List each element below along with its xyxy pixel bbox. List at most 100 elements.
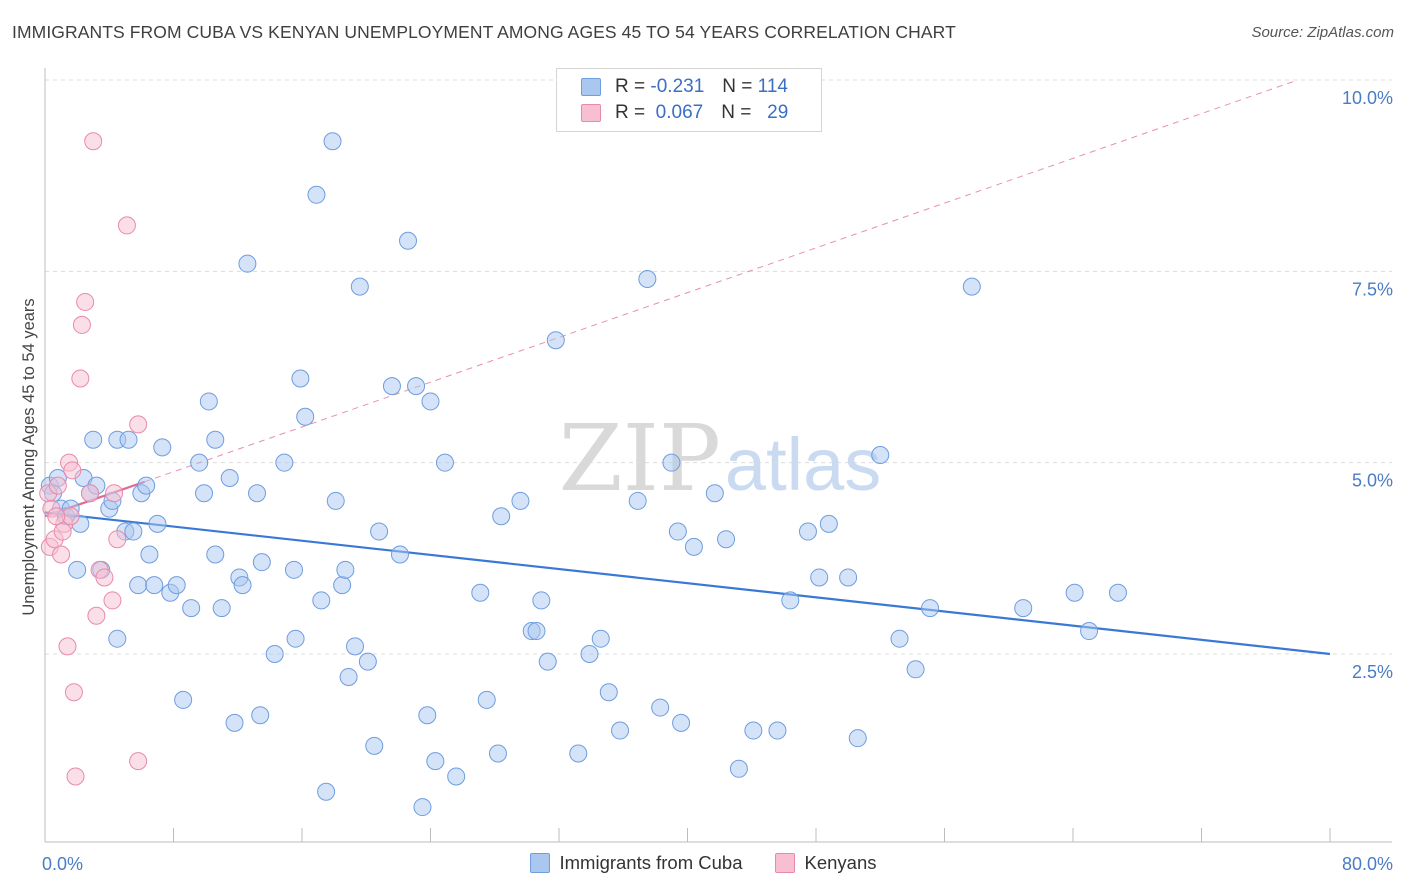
point-1-15 [76, 292, 95, 311]
point-0-50 [296, 407, 315, 426]
point-0-68 [413, 798, 432, 817]
series-swatch-cuba [529, 853, 550, 873]
point-1-21 [103, 591, 122, 610]
grid-lines [45, 79, 1392, 655]
point-0-66 [399, 231, 418, 250]
point-0-31 [190, 453, 209, 472]
point-0-114 [1080, 622, 1099, 641]
point-0-67 [407, 377, 426, 396]
point-0-59 [346, 637, 365, 656]
point-0-84 [569, 744, 588, 763]
point-0-110 [921, 599, 940, 618]
point-1-10 [63, 461, 82, 480]
point-0-60 [350, 277, 369, 296]
point-1-16 [80, 484, 99, 503]
y-tick-label-2: 7.5% [1352, 279, 1393, 299]
point-0-63 [370, 522, 389, 541]
point-0-40 [233, 576, 252, 595]
point-0-72 [435, 453, 454, 472]
point-0-111 [962, 277, 981, 296]
trend-line-dashed-1 [144, 79, 1299, 483]
point-0-82 [538, 652, 557, 671]
point-0-53 [317, 782, 336, 801]
point-0-24 [145, 576, 164, 595]
point-0-108 [890, 629, 909, 648]
legend-n-value-cuba: 114 [757, 76, 788, 97]
point-0-106 [848, 729, 867, 748]
point-0-35 [206, 430, 225, 449]
point-0-97 [717, 530, 736, 549]
point-0-15 [108, 629, 127, 648]
point-1-20 [95, 568, 114, 587]
point-0-20 [129, 576, 148, 595]
point-0-107 [871, 446, 890, 465]
point-1-23 [108, 530, 127, 549]
point-1-26 [129, 752, 148, 771]
point-0-22 [137, 476, 156, 495]
point-0-74 [471, 583, 490, 602]
point-0-95 [684, 537, 703, 556]
y-tick-label-0: 2.5% [1352, 662, 1393, 682]
point-0-38 [225, 713, 244, 732]
point-0-25 [148, 514, 167, 533]
point-0-100 [768, 721, 787, 740]
point-0-43 [251, 706, 270, 725]
tick-labels: 2.5% 5.0% 7.5% 10.0% 0.0% 80.0% [42, 88, 1393, 874]
point-0-45 [265, 645, 284, 663]
data-points [39, 132, 1127, 817]
point-0-55 [326, 491, 345, 510]
point-0-92 [662, 453, 681, 472]
point-0-101 [781, 591, 800, 610]
legend-swatch-kenyans [581, 104, 601, 122]
point-0-93 [668, 522, 687, 541]
point-0-90 [638, 269, 657, 288]
point-1-5 [52, 545, 71, 564]
axes [44, 68, 1392, 843]
point-0-94 [672, 713, 691, 732]
point-0-96 [705, 484, 724, 503]
point-0-46 [275, 453, 294, 472]
point-0-81 [532, 591, 551, 610]
point-1-27 [47, 507, 66, 526]
point-0-6 [68, 560, 87, 579]
series-label-kenyans: Kenyans [804, 852, 877, 873]
point-0-57 [336, 560, 355, 579]
y-tick-label-1: 5.0% [1352, 471, 1393, 491]
point-0-77 [492, 507, 511, 526]
point-0-29 [174, 690, 193, 709]
point-1-24 [117, 216, 136, 235]
point-0-73 [447, 767, 466, 786]
point-0-98 [729, 759, 748, 778]
legend-n-label: N = [722, 76, 753, 97]
point-0-36 [212, 599, 231, 618]
point-1-28 [53, 522, 72, 541]
point-1-7 [58, 637, 77, 656]
point-0-37 [220, 468, 239, 487]
point-0-75 [477, 690, 496, 709]
watermark-atlas: atlas [725, 423, 881, 506]
point-0-51 [307, 185, 326, 204]
point-0-78 [511, 491, 530, 510]
point-0-70 [421, 392, 440, 411]
y-axis-title: Unemployment Among Ages 45 to 54 years [20, 298, 38, 615]
series-legend-cuba[interactable]: Immigrants from Cuba [529, 852, 743, 874]
series-legend-kenyans[interactable]: Kenyans [774, 852, 877, 874]
point-0-65 [390, 545, 409, 564]
point-0-91 [651, 698, 670, 717]
point-1-22 [105, 484, 124, 503]
point-0-115 [1108, 583, 1127, 602]
point-0-87 [599, 683, 618, 702]
series-swatch-kenyans [774, 853, 795, 873]
x-tick-label-min: 0.0% [42, 854, 83, 874]
chart-title: IMMIGRANTS FROM CUBA VS KENYAN UNEMPLOYM… [12, 22, 956, 42]
point-1-11 [64, 683, 83, 702]
point-0-32 [195, 484, 214, 503]
point-0-105 [839, 568, 858, 587]
point-1-13 [71, 369, 90, 388]
trend-lines [44, 79, 1331, 656]
legend-r-label: R = [615, 76, 646, 97]
x-tick-label-max: 80.0% [1342, 854, 1393, 874]
legend-r-value-cuba: -0.231 [650, 76, 705, 97]
point-0-28 [167, 576, 186, 595]
